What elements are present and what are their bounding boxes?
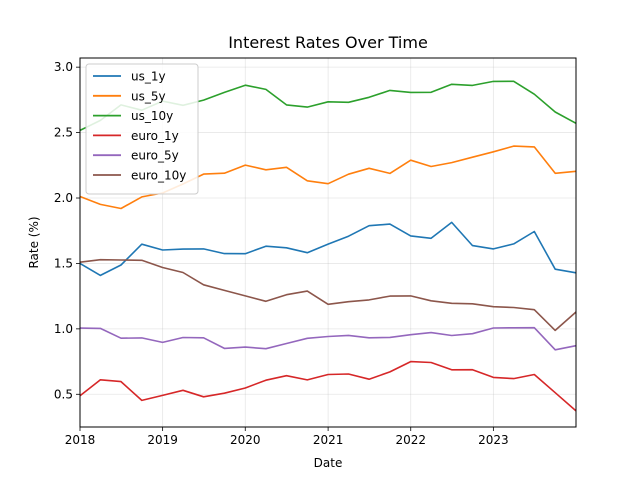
y-axis: 0.5 1.0 1.5 2.0 2.5 3.0: [54, 60, 80, 401]
x-axis: 2018 2019 2020 2021 2022 2023: [65, 427, 509, 447]
legend: us_1y us_5y us_10y euro_1y euro_5y euro_10y: [85, 63, 199, 195]
x-tick-label: 2022: [395, 433, 426, 447]
y-tick-label: 2.0: [54, 191, 73, 205]
x-tick-label: 2019: [147, 433, 178, 447]
y-tick-label: 3.0: [54, 60, 73, 74]
chart-title: Interest Rates Over Time: [228, 33, 428, 52]
series-line-euro-10y: [79, 258, 577, 332]
x-tick-label: 2018: [65, 433, 96, 447]
y-axis-label: Rate (%): [27, 216, 41, 268]
x-axis-label: Date: [314, 456, 343, 470]
y-tick-label: 2.5: [54, 126, 73, 140]
series-line-euro-1y: [79, 360, 577, 412]
legend-label: euro_1y: [131, 129, 179, 143]
legend-label: us_10y: [131, 109, 173, 123]
series-line-us-1y: [79, 221, 577, 277]
y-tick-label: 1.0: [54, 322, 73, 336]
legend-label: us_5y: [131, 89, 166, 103]
y-tick-label: 1.5: [54, 256, 73, 270]
series-line-euro-5y: [79, 326, 577, 351]
x-tick-label: 2020: [230, 433, 261, 447]
legend-label: euro_5y: [131, 149, 179, 163]
y-tick-label: 0.5: [54, 387, 73, 401]
x-tick-label: 2023: [478, 433, 509, 447]
legend-label: euro_10y: [131, 169, 186, 183]
x-tick-label: 2021: [313, 433, 344, 447]
legend-label: us_1y: [131, 70, 166, 84]
